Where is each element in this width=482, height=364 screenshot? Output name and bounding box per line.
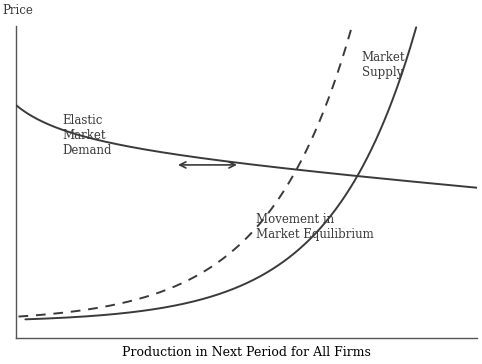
- Text: Movement in
Market Equilibrium: Movement in Market Equilibrium: [256, 213, 374, 241]
- Text: Elastic
Market
Demand: Elastic Market Demand: [62, 114, 112, 157]
- Text: Price: Price: [2, 4, 33, 17]
- Text: Market
Supply: Market Supply: [362, 51, 405, 79]
- X-axis label: Production in Next Period for All Firms: Production in Next Period for All Firms: [122, 346, 371, 359]
